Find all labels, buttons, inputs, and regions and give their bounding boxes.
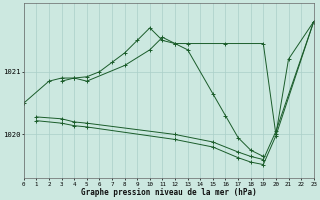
- X-axis label: Graphe pression niveau de la mer (hPa): Graphe pression niveau de la mer (hPa): [81, 188, 257, 197]
